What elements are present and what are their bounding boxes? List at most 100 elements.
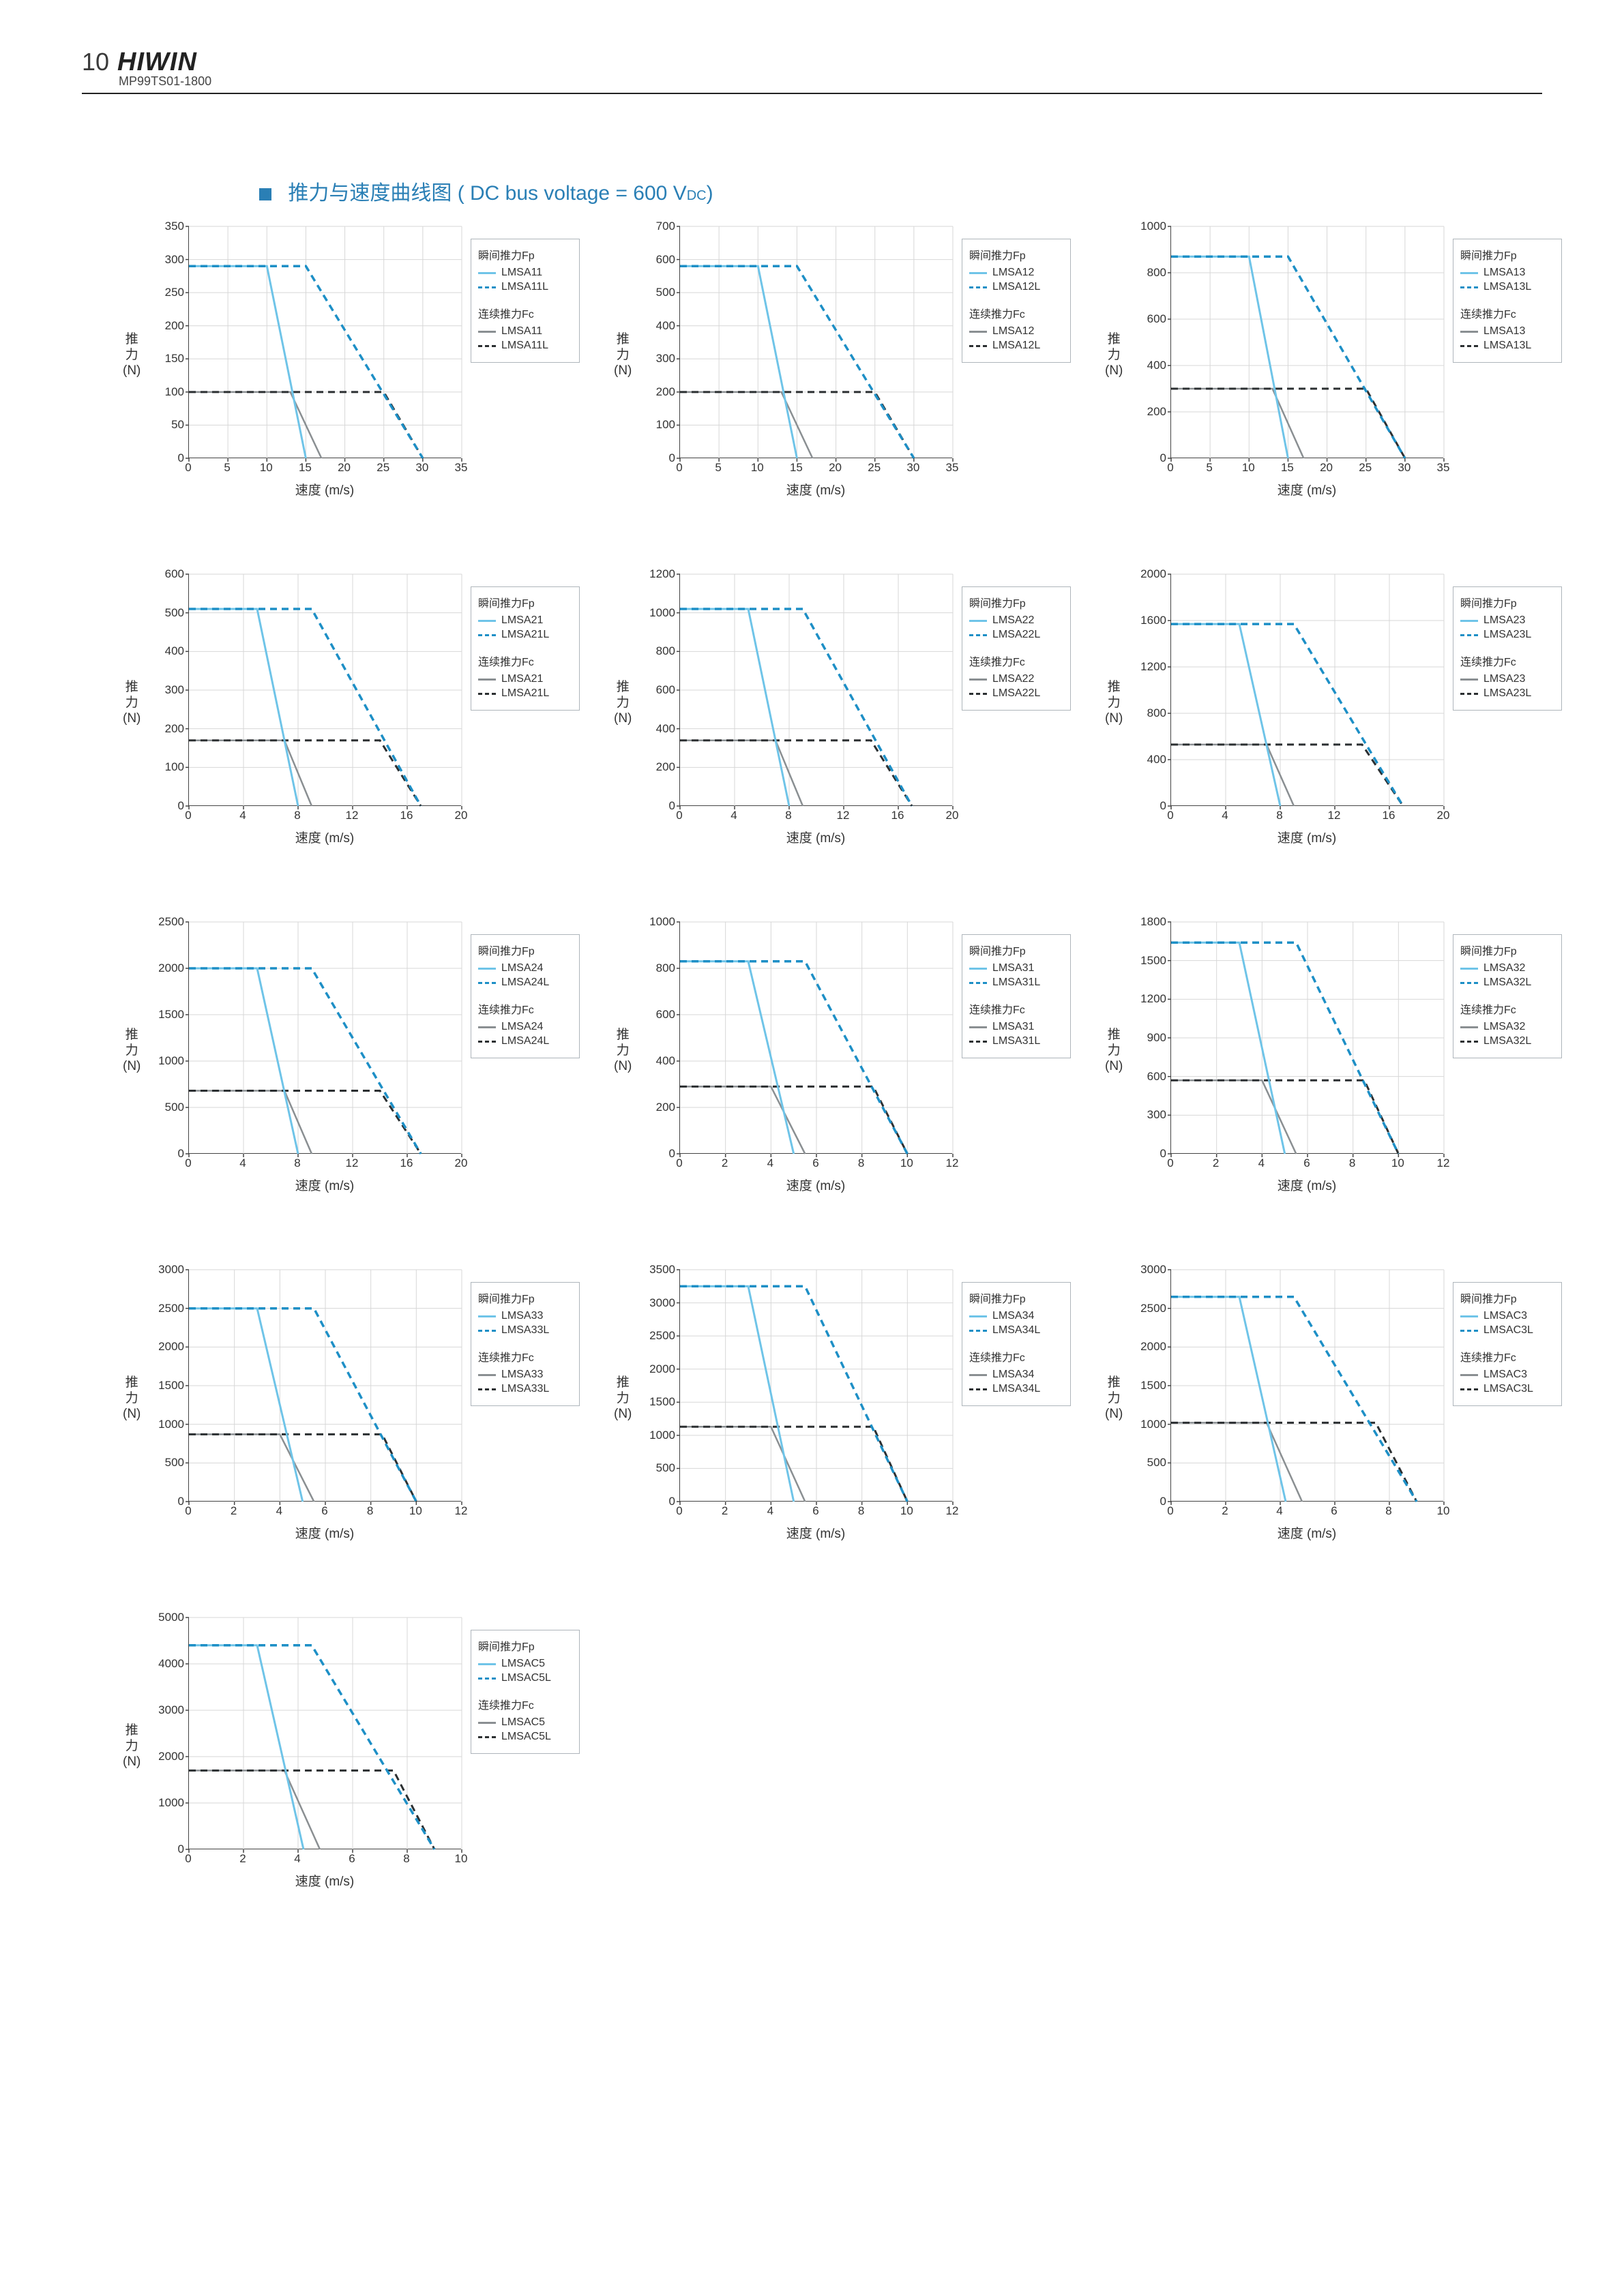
legend-model: LMSA13L bbox=[1483, 340, 1531, 352]
legend-model: LMSAC3 bbox=[1483, 1369, 1527, 1381]
legend-fp-header: 瞬间推力Fp bbox=[478, 246, 572, 263]
legend-row: LMSA32L bbox=[1460, 1035, 1554, 1047]
chart-svg bbox=[189, 922, 462, 1154]
chart-LMSA32: 推力(N)0300600900120015001800024681012速度 (… bbox=[1105, 922, 1569, 1208]
legend-model: LMSA12L bbox=[992, 281, 1040, 293]
legend-row: LMSA32L bbox=[1460, 976, 1554, 989]
legend-row: LMSA31 bbox=[969, 962, 1063, 974]
legend-fp-header: 瞬间推力Fp bbox=[969, 594, 1063, 610]
y-ticks: 0400800120016002000 bbox=[1143, 574, 1168, 806]
legend-row: LMSA11 bbox=[478, 325, 572, 338]
legend-row: LMSA31L bbox=[969, 1035, 1063, 1047]
chart-svg bbox=[680, 1270, 953, 1502]
legend-model: LMSA12 bbox=[992, 267, 1034, 279]
legend-row: LMSA11L bbox=[478, 281, 572, 293]
legend-model: LMSAC5L bbox=[501, 1672, 551, 1684]
legend: 瞬间推力FpLMSA13LMSA13L连续推力FcLMSA13LMSA13L bbox=[1453, 239, 1562, 363]
legend-model: LMSAC5 bbox=[501, 1658, 545, 1670]
x-axis-label: 速度 (m/s) bbox=[1170, 1523, 1443, 1542]
legend-fp-header: 瞬间推力Fp bbox=[478, 594, 572, 610]
legend-model: LMSA31L bbox=[992, 976, 1040, 989]
legend-row: LMSAC3 bbox=[1460, 1310, 1554, 1322]
section-title-bus: ( DC bus voltage = 600 V bbox=[458, 182, 687, 205]
legend-row: LMSA21 bbox=[478, 614, 572, 627]
y-axis-label: 推力(N) bbox=[1105, 1375, 1123, 1422]
legend-row: LMSA23 bbox=[1460, 614, 1554, 627]
legend-model: LMSA32 bbox=[1483, 962, 1525, 974]
legend-model: LMSA12L bbox=[992, 340, 1040, 352]
x-axis-label: 速度 (m/s) bbox=[188, 480, 461, 498]
legend-model: LMSA34L bbox=[992, 1383, 1040, 1395]
legend-row: LMSAC3L bbox=[1460, 1324, 1554, 1337]
y-ticks: 010002000300040005000 bbox=[161, 1617, 186, 1849]
chart-svg bbox=[680, 226, 953, 458]
legend-model: LMSA13L bbox=[1483, 281, 1531, 293]
legend-model: LMSA32 bbox=[1483, 1021, 1525, 1033]
section-title-close: ) bbox=[707, 182, 713, 205]
legend-fc-header: 连续推力Fc bbox=[478, 1000, 572, 1017]
legend-model: LMSA21 bbox=[501, 614, 543, 627]
legend-row: LMSA22L bbox=[969, 629, 1063, 641]
brand: HIWIN bbox=[117, 48, 211, 77]
legend-model: LMSA31 bbox=[992, 962, 1034, 974]
legend-model: LMSA11L bbox=[501, 340, 548, 352]
legend-model: LMSA32L bbox=[1483, 1035, 1531, 1047]
legend-row: LMSA12 bbox=[969, 325, 1063, 338]
legend-row: LMSA34 bbox=[969, 1369, 1063, 1381]
legend-model: LMSA34 bbox=[992, 1310, 1034, 1322]
y-ticks: 05001000150020002500 bbox=[161, 922, 186, 1154]
x-axis-label: 速度 (m/s) bbox=[679, 1176, 952, 1194]
y-ticks: 02004006008001000 bbox=[652, 922, 677, 1154]
legend: 瞬间推力FpLMSA22LMSA22L连续推力FcLMSA22LMSA22L bbox=[962, 586, 1071, 711]
legend-row: LMSA34L bbox=[969, 1383, 1063, 1395]
legend-row: LMSA32 bbox=[1460, 962, 1554, 974]
legend-model: LMSA21 bbox=[501, 673, 543, 685]
legend-row: LMSA22L bbox=[969, 687, 1063, 700]
legend-row: LMSA23L bbox=[1460, 687, 1554, 700]
legend-model: LMSA23 bbox=[1483, 673, 1525, 685]
x-axis-label: 速度 (m/s) bbox=[1170, 828, 1443, 846]
legend-row: LMSAC5 bbox=[478, 1658, 572, 1670]
legend-fp-header: 瞬间推力Fp bbox=[969, 942, 1063, 958]
legend-fc-header: 连续推力Fc bbox=[1460, 305, 1554, 321]
legend-model: LMSAC5 bbox=[501, 1716, 545, 1729]
legend-model: LMSAC5L bbox=[501, 1731, 551, 1743]
legend-fc-header: 连续推力Fc bbox=[969, 305, 1063, 321]
chart-LMSA23: 推力(N)0400800120016002000048121620速度 (m/s… bbox=[1105, 574, 1569, 861]
legend-model: LMSA13 bbox=[1483, 325, 1525, 338]
legend: 瞬间推力FpLMSAC5LMSAC5L连续推力FcLMSAC5LMSAC5L bbox=[471, 1630, 580, 1754]
legend-model: LMSA23L bbox=[1483, 687, 1531, 700]
y-axis-label: 推力(N) bbox=[123, 332, 141, 378]
y-ticks: 020040060080010001200 bbox=[652, 574, 677, 806]
y-ticks: 050010001500200025003000 bbox=[1143, 1270, 1168, 1502]
x-axis-label: 速度 (m/s) bbox=[1170, 480, 1443, 498]
legend-row: LMSA13 bbox=[1460, 267, 1554, 279]
chart-LMSA11: 推力(N)05010015020025030035005101520253035… bbox=[123, 226, 587, 513]
chart-svg bbox=[1171, 1270, 1444, 1502]
legend-fc-header: 连续推力Fc bbox=[969, 653, 1063, 669]
legend-model: LMSA22 bbox=[992, 614, 1034, 627]
chart-LMSAC3: 推力(N)0500100015002000250030000246810速度 (… bbox=[1105, 1270, 1569, 1556]
legend-row: LMSAC3 bbox=[1460, 1369, 1554, 1381]
section-title-text: 推力与速度曲线图 bbox=[288, 182, 452, 205]
legend-model: LMSA33L bbox=[501, 1383, 549, 1395]
legend: 瞬间推力FpLMSA11LMSA11L连续推力FcLMSA11LMSA11L bbox=[471, 239, 580, 363]
legend-model: LMSA24L bbox=[501, 976, 549, 989]
legend-row: LMSA12L bbox=[969, 340, 1063, 352]
chart-LMSA13: 推力(N)0200400600800100005101520253035速度 (… bbox=[1105, 226, 1569, 513]
chart-LMSAC5: 推力(N)0100020003000400050000246810速度 (m/s… bbox=[123, 1617, 587, 1904]
chart-LMSA12: 推力(N)01002003004005006007000510152025303… bbox=[614, 226, 1078, 513]
x-axis-label: 速度 (m/s) bbox=[188, 1871, 461, 1890]
legend-fc-header: 连续推力Fc bbox=[969, 1348, 1063, 1365]
chart-LMSA22: 推力(N)020040060080010001200048121620速度 (m… bbox=[614, 574, 1078, 861]
legend-model: LMSA33 bbox=[501, 1310, 543, 1322]
legend: 瞬间推力FpLMSA33LMSA33L连续推力FcLMSA33LMSA33L bbox=[471, 1282, 580, 1406]
legend-row: LMSA31L bbox=[969, 976, 1063, 989]
legend-row: LMSAC3L bbox=[1460, 1383, 1554, 1395]
legend-row: LMSA13L bbox=[1460, 281, 1554, 293]
section-bullet-icon bbox=[259, 188, 271, 200]
legend-row: LMSA24L bbox=[478, 1035, 572, 1047]
x-axis-label: 速度 (m/s) bbox=[188, 828, 461, 846]
y-axis-label: 推力(N) bbox=[614, 332, 632, 378]
brand-block: HIWIN MP99TS01-1800 bbox=[117, 48, 211, 89]
